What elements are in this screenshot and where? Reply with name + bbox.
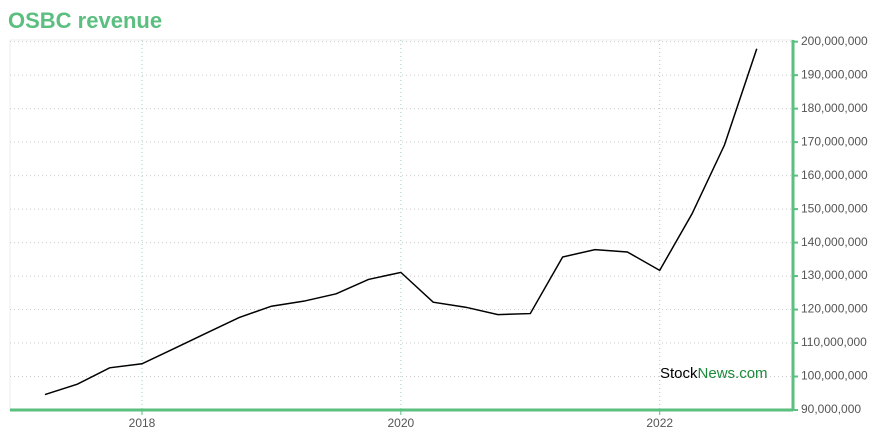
y-tick-label: 110,000,000 [801,335,867,349]
x-tick-label: 2020 [388,416,415,430]
plot-area [9,39,794,411]
chart-title: OSBC revenue [8,8,162,33]
watermark: StockNews.com [660,365,768,382]
y-tick-label: 200,000,000 [801,34,868,48]
y-tick-label: 130,000,000 [801,268,868,282]
watermark-part: News.com [698,365,768,382]
x-tick-label: 2022 [646,416,673,430]
y-tick-label: 120,000,000 [801,302,868,316]
line [44,48,758,396]
watermark-part: Stock [660,365,698,382]
y-tick-label: 100,000,000 [801,369,868,383]
y-tick-label: 190,000,000 [801,67,868,81]
y-tick-label: 90,000,000 [801,402,861,416]
y-tick-label: 140,000,000 [801,235,868,249]
y-tick-label: 150,000,000 [801,201,868,215]
y-tick-label: 160,000,000 [801,168,868,182]
y-tick-label: 180,000,000 [801,101,868,115]
y-tick-label: 170,000,000 [801,134,868,148]
x-tick-label: 2018 [129,416,156,430]
